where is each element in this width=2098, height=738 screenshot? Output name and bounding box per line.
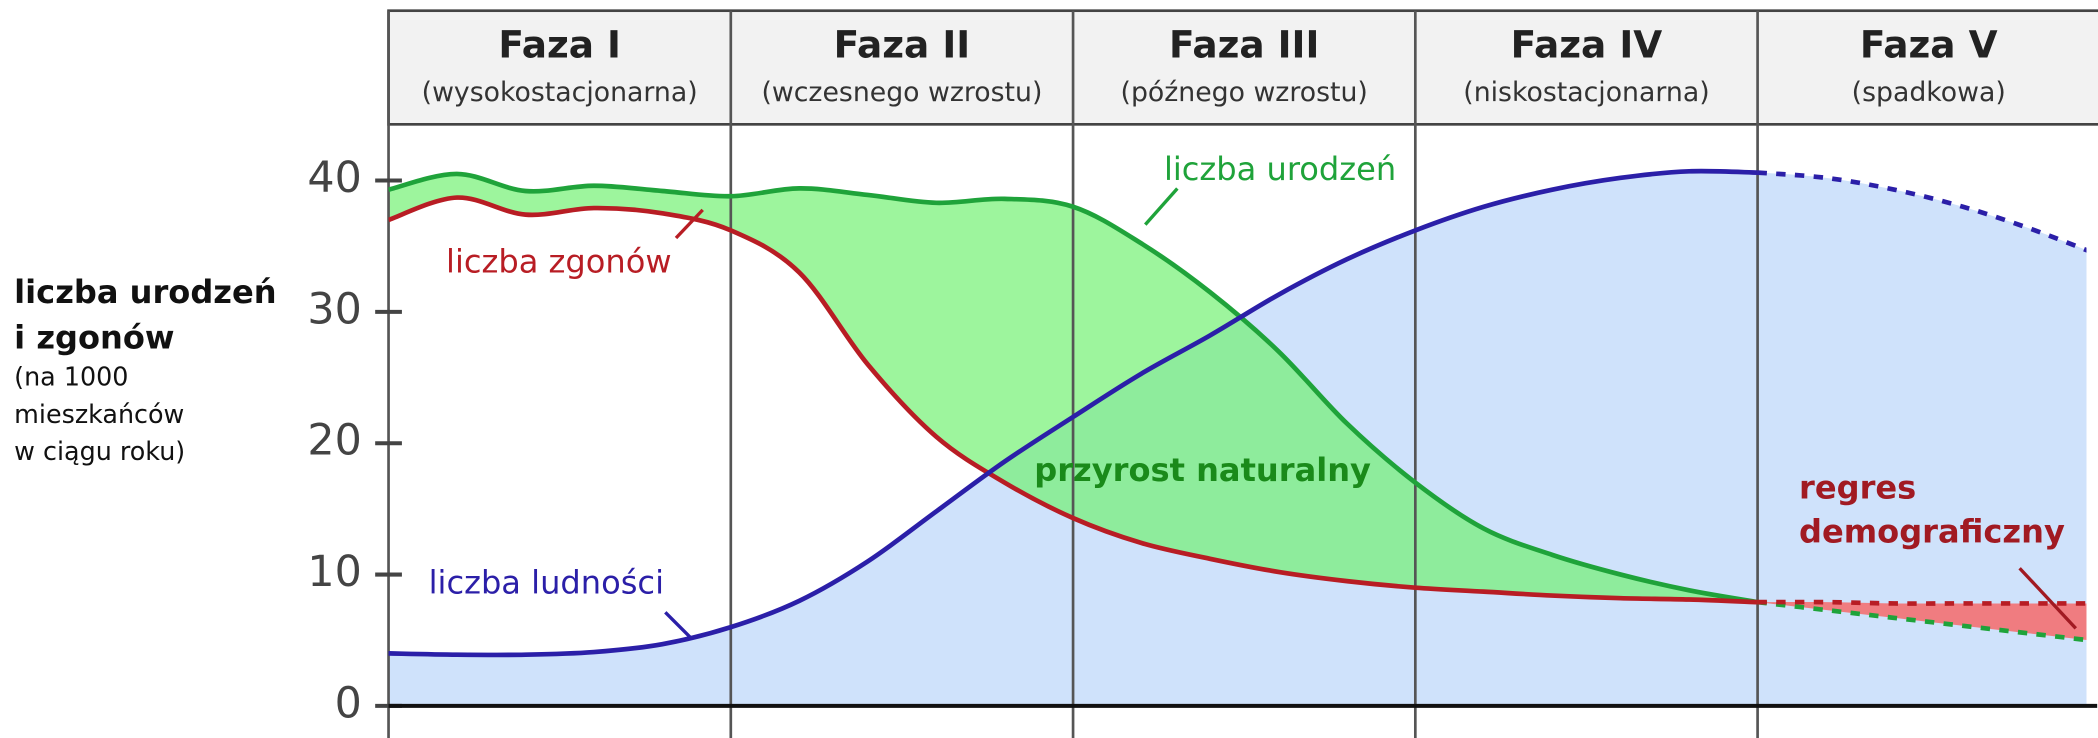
- leader-line: [664, 611, 694, 641]
- annotation: przyrost naturalny: [1034, 451, 1371, 489]
- series-line: [1757, 170, 2087, 253]
- leader-line: [674, 208, 704, 240]
- phase-name: Faza I: [498, 22, 621, 66]
- y-axis-label: mieszkańców: [14, 399, 184, 429]
- series-line: [388, 195, 1758, 605]
- phase-subtitle: (spadkowa): [1852, 77, 2006, 108]
- phase-name: Faza III: [1169, 22, 1319, 66]
- phase-subtitle: (niskostacjonarna): [1463, 77, 1709, 108]
- series-line: [388, 171, 1758, 605]
- series-label: liczba zgonów: [446, 242, 672, 280]
- series-line: [1757, 599, 2087, 606]
- lines: [388, 168, 2087, 658]
- phase-dividers: [375, 10, 2098, 738]
- phase-name: Faza II: [834, 22, 971, 66]
- y-tick-label: 10: [307, 547, 361, 597]
- y-axis-label: (na 1000: [14, 361, 128, 391]
- phase-name: Faza V: [1860, 22, 1998, 66]
- leader-line: [1144, 187, 1179, 226]
- y-tick-label: 20: [307, 416, 361, 466]
- annotation: regres: [1799, 468, 1916, 506]
- labels: Faza I (wysokostacjonarna) Faza II (wczesne…: [14, 22, 2078, 728]
- series-line: [1757, 599, 2087, 643]
- series-line: [388, 168, 1758, 658]
- y-tick-label: 0: [335, 678, 362, 728]
- phase-subtitle: (wysokostacjonarna): [422, 77, 698, 108]
- y-axis-label: liczba urodzeń: [14, 273, 276, 311]
- leader-line: [2018, 567, 2078, 630]
- y-axis-label: i zgonów: [14, 319, 174, 357]
- series-label: liczba urodzeń: [1164, 150, 1396, 188]
- phase-name: Faza IV: [1511, 22, 1663, 66]
- annotation: demograficzny: [1799, 512, 2065, 550]
- phase-subtitle: (późnego wzrostu): [1121, 77, 1368, 108]
- phase-header: [387, 9, 2098, 126]
- phase-subtitle: (wczesnego wzrostu): [761, 77, 1042, 108]
- y-tick-label: 40: [307, 153, 361, 203]
- y-axis-label: w ciągu roku): [14, 436, 185, 466]
- series-label: liczba ludności: [429, 563, 664, 601]
- y-tick-label: 30: [307, 284, 361, 334]
